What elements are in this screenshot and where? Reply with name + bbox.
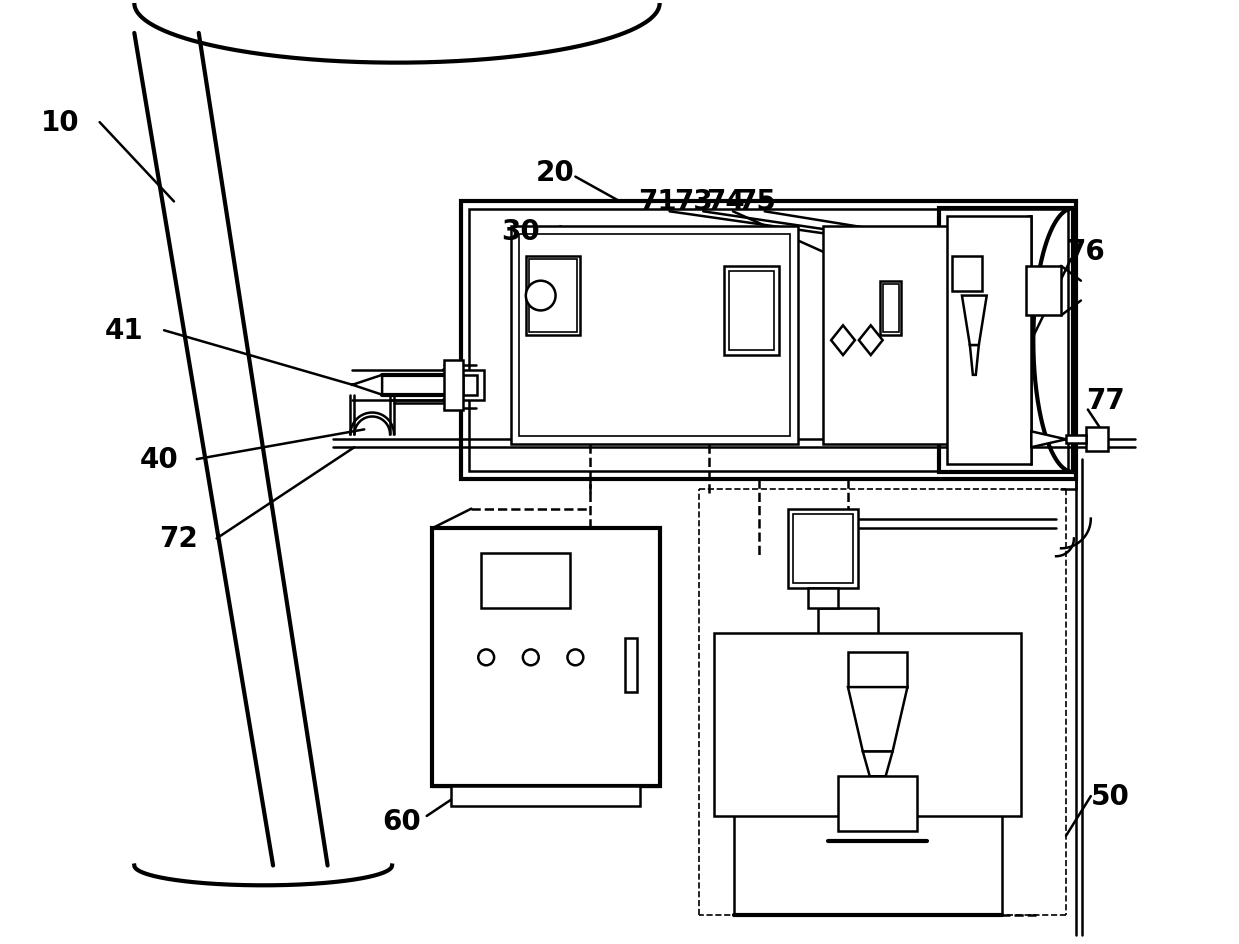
Bar — [431, 529, 659, 786]
Bar — [529, 260, 577, 333]
Bar — [624, 638, 637, 692]
Bar — [808, 588, 838, 608]
Polygon shape — [831, 326, 855, 356]
Text: 75: 75 — [737, 188, 776, 216]
Text: 10: 10 — [41, 109, 79, 137]
Bar — [470, 211, 1068, 471]
Text: 41: 41 — [105, 317, 144, 345]
Bar — [456, 370, 484, 400]
Text: 30: 30 — [502, 218, 540, 245]
Circle shape — [478, 649, 494, 666]
Bar — [939, 210, 1073, 473]
Bar — [724, 266, 778, 356]
Polygon shape — [862, 751, 892, 777]
Polygon shape — [1066, 436, 1085, 444]
Bar — [510, 227, 798, 445]
Bar — [880, 281, 902, 336]
Bar — [451, 786, 639, 806]
Bar — [947, 217, 1031, 464]
Text: 60: 60 — [383, 807, 421, 835]
Bar — [793, 514, 852, 583]
Bar — [729, 272, 773, 351]
Polygon shape — [352, 376, 382, 396]
Bar — [882, 284, 898, 333]
Circle shape — [523, 649, 539, 666]
Polygon shape — [970, 346, 979, 376]
Polygon shape — [1026, 266, 1061, 316]
Bar — [838, 777, 917, 831]
Bar — [952, 257, 981, 292]
Text: 40: 40 — [140, 446, 178, 474]
Bar — [525, 257, 580, 336]
Bar — [481, 554, 570, 608]
Bar — [823, 227, 952, 445]
Text: 71: 71 — [638, 188, 676, 216]
Polygon shape — [859, 326, 882, 356]
Bar — [444, 361, 463, 410]
Polygon shape — [847, 687, 907, 751]
Text: 77: 77 — [1087, 386, 1125, 414]
Bar — [714, 632, 1021, 816]
Text: 74: 74 — [706, 188, 745, 216]
Polygon shape — [1031, 432, 1066, 447]
Text: 50: 50 — [1092, 783, 1130, 810]
Bar — [519, 235, 790, 437]
Text: 76: 76 — [1067, 238, 1105, 265]
Bar — [788, 509, 857, 588]
Bar — [463, 376, 477, 396]
Bar — [847, 652, 907, 687]
Text: 73: 73 — [674, 188, 712, 216]
Circle shape — [525, 281, 555, 312]
Circle shape — [567, 649, 584, 666]
Bar — [1085, 428, 1108, 451]
Polygon shape — [961, 296, 986, 346]
Text: 72: 72 — [160, 525, 198, 553]
Text: 20: 20 — [536, 159, 575, 187]
Bar — [461, 202, 1075, 480]
